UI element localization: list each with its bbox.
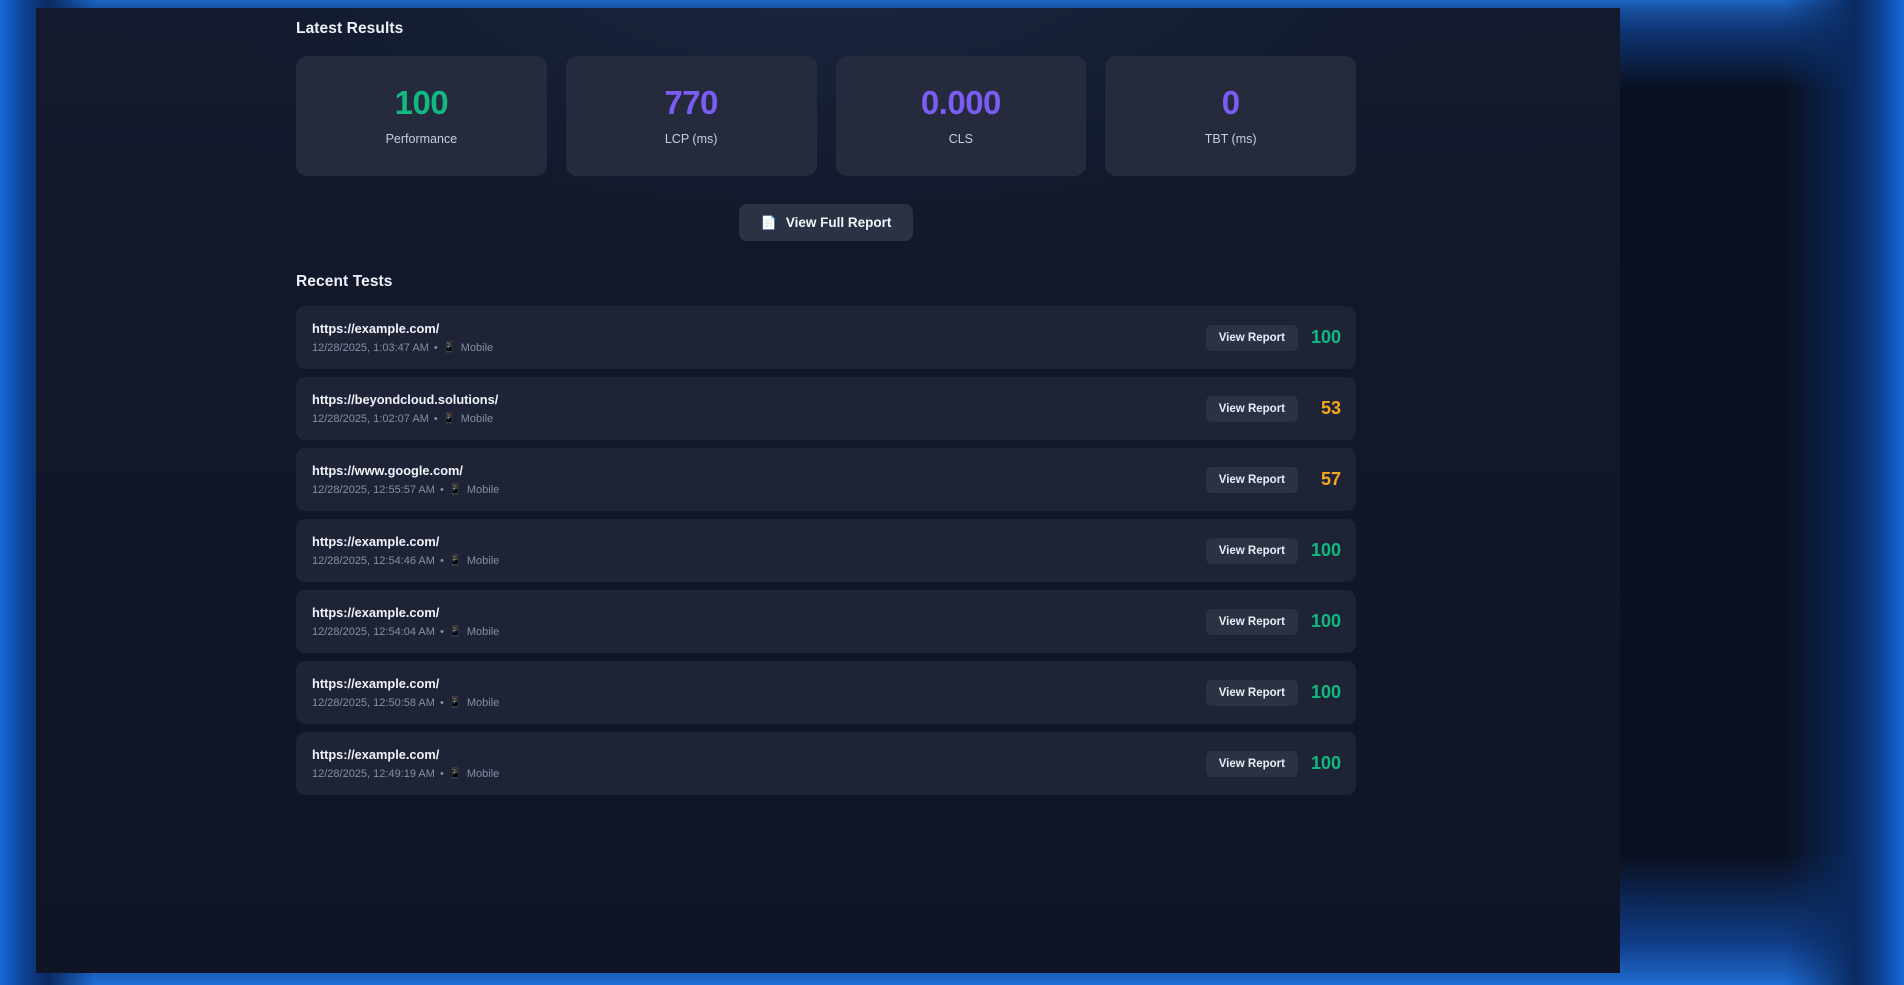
- test-timestamp: 12/28/2025, 1:02:07 AM: [312, 412, 429, 425]
- mobile-phone-icon: 📱: [442, 413, 456, 425]
- test-timestamp: 12/28/2025, 12:54:46 AM: [312, 554, 435, 567]
- test-meta: 12/28/2025, 12:55:57 AM • 📱 Mobile: [312, 483, 500, 497]
- metric-card: 100 Performance: [296, 56, 547, 176]
- content-column: Latest Results 100 Performance 770 LCP (ms)…: [296, 8, 1356, 795]
- device-label: Mobile: [466, 696, 500, 709]
- test-row-actions: View Report 100: [1205, 537, 1341, 564]
- test-timestamp: 12/28/2025, 12:50:58 AM: [312, 696, 435, 709]
- test-row-actions: View Report 53: [1205, 395, 1341, 422]
- test-url: https://www.google.com/: [312, 463, 463, 478]
- test-row-actions: View Report 100: [1205, 679, 1341, 706]
- test-score: 100: [1310, 753, 1341, 773]
- test-timestamp: 12/28/2025, 12:55:57 AM: [312, 483, 435, 496]
- document-icon: 📄: [760, 215, 777, 230]
- view-report-button[interactable]: View Report: [1205, 466, 1298, 493]
- test-score: 100: [1310, 682, 1341, 702]
- test-meta: 12/28/2025, 1:02:07 AM • 📱 Mobile: [312, 412, 498, 426]
- view-report-button[interactable]: View Report: [1205, 324, 1298, 351]
- test-row-actions: View Report 100: [1205, 750, 1341, 777]
- view-report-button[interactable]: View Report: [1205, 679, 1298, 706]
- test-timestamp: 12/28/2025, 12:54:04 AM: [312, 625, 435, 638]
- device-label: Mobile: [466, 554, 500, 567]
- test-row[interactable]: https://example.com/12/28/2025, 12:54:46…: [296, 519, 1356, 582]
- meta-separator: •: [439, 554, 444, 567]
- meta-separator: •: [433, 412, 438, 425]
- test-info: https://example.com/12/28/2025, 12:54:04…: [312, 605, 499, 638]
- test-score: 100: [1310, 327, 1341, 347]
- meta-separator: •: [439, 625, 444, 638]
- recent-tests-heading: Recent Tests: [296, 273, 393, 290]
- view-report-button[interactable]: View Report: [1205, 537, 1298, 564]
- mobile-phone-icon: 📱: [448, 626, 462, 638]
- test-info: https://example.com/12/28/2025, 1:03:47 …: [312, 321, 493, 354]
- metric-card: 770 LCP (ms): [565, 56, 817, 176]
- test-url: https://example.com/: [312, 747, 440, 762]
- device-label: Mobile: [466, 625, 500, 638]
- test-row-actions: View Report 100: [1205, 324, 1341, 351]
- view-full-report-label: View Full Report: [785, 215, 892, 230]
- test-score: 100: [1310, 540, 1341, 560]
- meta-separator: •: [439, 696, 444, 709]
- test-meta: 12/28/2025, 1:03:47 AM • 📱 Mobile: [312, 341, 494, 355]
- test-row[interactable]: https://example.com/12/28/2025, 1:03:47 …: [296, 306, 1356, 369]
- test-info: https://beyondcloud.solutions/12/28/2025…: [312, 392, 498, 425]
- recent-tests-list: https://example.com/12/28/2025, 1:03:47 …: [296, 306, 1356, 795]
- test-url: https://beyondcloud.solutions/: [312, 392, 499, 407]
- view-report-button[interactable]: View Report: [1205, 395, 1298, 422]
- device-label: Mobile: [466, 483, 500, 496]
- test-info: https://example.com/12/28/2025, 12:54:46…: [312, 534, 499, 567]
- meta-separator: •: [433, 341, 438, 354]
- test-info: https://www.google.com/12/28/2025, 12:55…: [312, 463, 499, 496]
- test-url: https://example.com/: [312, 534, 440, 549]
- metric-label: LCP (ms): [664, 132, 718, 146]
- metric-value: 0.000: [920, 84, 1002, 121]
- test-url: https://example.com/: [312, 605, 440, 620]
- test-info: https://example.com/12/28/2025, 12:50:58…: [312, 676, 499, 709]
- full-report-row: 📄 View Full Report: [296, 204, 1356, 241]
- mobile-phone-icon: 📱: [448, 697, 462, 709]
- mobile-phone-icon: 📱: [448, 484, 462, 496]
- test-row-actions: View Report 100: [1205, 608, 1341, 635]
- test-score: 100: [1310, 611, 1341, 631]
- metric-value: 100: [394, 84, 449, 121]
- test-meta: 12/28/2025, 12:49:19 AM • 📱 Mobile: [312, 767, 500, 781]
- test-meta: 12/28/2025, 12:50:58 AM • 📱 Mobile: [312, 696, 500, 710]
- test-row[interactable]: https://beyondcloud.solutions/12/28/2025…: [296, 377, 1356, 440]
- test-info: https://example.com/12/28/2025, 12:49:19…: [312, 747, 499, 780]
- latest-results-heading: Latest Results: [296, 20, 404, 37]
- view-full-report-button[interactable]: 📄 View Full Report: [738, 204, 914, 241]
- metric-card: 0 TBT (ms): [1105, 56, 1356, 176]
- metric-value: 0: [1221, 84, 1240, 121]
- view-report-button[interactable]: View Report: [1205, 750, 1298, 777]
- test-row[interactable]: https://example.com/12/28/2025, 12:49:19…: [296, 732, 1356, 795]
- mobile-phone-icon: 📱: [448, 555, 462, 567]
- test-url: https://example.com/: [312, 676, 440, 691]
- test-meta: 12/28/2025, 12:54:04 AM • 📱 Mobile: [312, 625, 500, 639]
- device-label: Mobile: [460, 341, 494, 354]
- view-report-button[interactable]: View Report: [1205, 608, 1298, 635]
- test-score: 57: [1320, 469, 1341, 489]
- mobile-phone-icon: 📱: [448, 768, 462, 780]
- metric-label: Performance: [385, 132, 458, 146]
- meta-separator: •: [439, 483, 444, 496]
- test-row[interactable]: https://example.com/12/28/2025, 12:54:04…: [296, 590, 1356, 653]
- test-url: https://example.com/: [312, 321, 440, 336]
- test-row-actions: View Report 57: [1205, 466, 1341, 493]
- metric-card: 0.000 CLS: [835, 56, 1087, 176]
- meta-separator: •: [439, 767, 444, 780]
- app-viewport: Latest Results 100 Performance 770 LCP (ms)…: [36, 8, 1620, 973]
- metric-value: 770: [664, 84, 718, 121]
- metric-label: TBT (ms): [1204, 132, 1257, 146]
- test-row[interactable]: https://www.google.com/12/28/2025, 12:55…: [296, 448, 1356, 511]
- metrics-grid: 100 Performance 770 LCP (ms) 0.000 CLS 0 TBT (m…: [296, 56, 1356, 176]
- test-score: 53: [1320, 398, 1341, 418]
- test-timestamp: 12/28/2025, 1:03:47 AM: [312, 341, 429, 354]
- mobile-phone-icon: 📱: [442, 342, 456, 354]
- test-row[interactable]: https://example.com/12/28/2025, 12:50:58…: [296, 661, 1356, 724]
- metric-label: CLS: [948, 132, 974, 146]
- test-timestamp: 12/28/2025, 12:49:19 AM: [312, 767, 435, 780]
- device-label: Mobile: [466, 767, 500, 780]
- test-meta: 12/28/2025, 12:54:46 AM • 📱 Mobile: [312, 554, 500, 568]
- device-label: Mobile: [460, 412, 494, 425]
